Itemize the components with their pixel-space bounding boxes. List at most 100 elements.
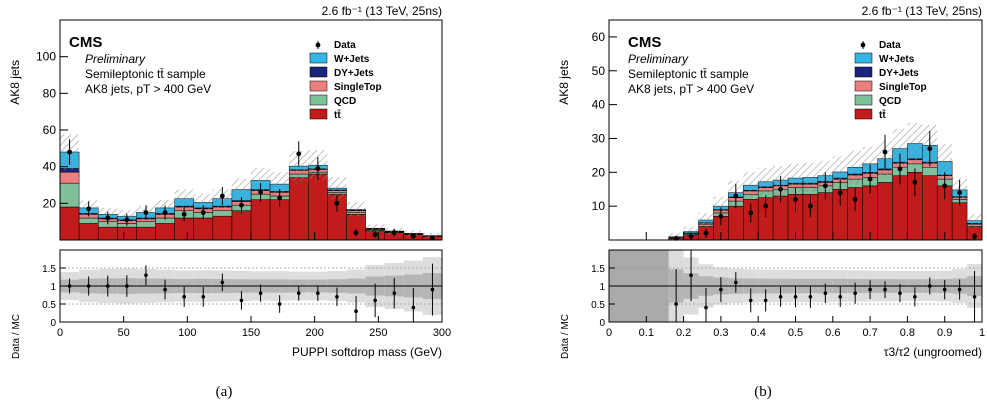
y-tick-label-a: 80 — [43, 86, 57, 100]
y-axis-label-b: AK8 jets — [557, 60, 571, 105]
uncertainty-bin-b — [683, 226, 699, 237]
bar-b — [922, 166, 938, 176]
legend-swatch-a — [309, 108, 328, 120]
uncertainty-bin-a — [346, 202, 366, 217]
ratio-y-label-b: Data / MC — [560, 314, 571, 359]
bar-a — [136, 221, 156, 228]
data-point-a — [67, 149, 72, 155]
bar-b — [892, 175, 908, 241]
data-points-b — [673, 131, 977, 241]
data-point-a — [162, 210, 168, 215]
ratio-y-tick-label-b: 1.5 — [591, 264, 605, 275]
data-point-b — [867, 176, 873, 182]
uncertainty-bin-a — [327, 176, 347, 200]
ratio-point-b — [704, 305, 708, 310]
legend-swatch-a — [309, 66, 328, 78]
data-point-a — [296, 151, 302, 157]
ratio-point-b — [972, 295, 977, 299]
ratio-y-label-a: Data / MC — [11, 314, 22, 359]
bar-b — [922, 175, 938, 241]
legend-label-b: DY+Jets — [879, 68, 919, 79]
x-tick-label-a: 150 — [242, 327, 260, 339]
bar-a — [136, 226, 156, 241]
ratio-point-a — [277, 302, 282, 306]
data-point-a — [124, 217, 130, 223]
data-point-a — [391, 230, 397, 236]
ratio-point-b — [898, 291, 902, 296]
bar-b — [817, 192, 834, 241]
uncertainty-bin-a — [193, 193, 213, 212]
x-tick-label-a: 200 — [305, 327, 323, 339]
legend-label-b: Data — [879, 40, 901, 51]
preliminary-label-a: Preliminary — [85, 52, 146, 66]
ratio-point-b — [674, 302, 678, 306]
uncertainty-bin-b — [698, 213, 714, 228]
legend-swatch-a — [309, 52, 328, 64]
x-axis-label-b: τ3/τ2 (ungroomed) — [884, 345, 982, 359]
legend-label-a: QCD — [334, 96, 356, 107]
ratio-point-a — [392, 291, 397, 296]
legend-b: Data W+Jets DY+Jets SingleTop QCD tt̄ — [854, 40, 927, 121]
y-tick-label-a: 20 — [43, 196, 57, 210]
legend-marker-b — [860, 42, 866, 48]
x-tick-label-b: 1 — [979, 327, 985, 339]
uncertainty-bin-b — [788, 163, 803, 193]
legend-marker-a — [315, 42, 321, 48]
bar-a — [78, 223, 99, 241]
uncertainty-bin-b — [937, 143, 953, 179]
ratio-y-tick-label-a: 0 — [50, 318, 56, 329]
uncertainty-bin-b — [862, 146, 878, 181]
data-point-a — [219, 193, 225, 199]
data-point-b — [852, 196, 858, 202]
legend-label-b: SingleTop — [879, 82, 927, 93]
data-point-b — [748, 210, 754, 216]
data-point-a — [181, 211, 187, 217]
ratio-point-a — [316, 291, 320, 296]
uncertainty-bin-b — [847, 150, 863, 184]
uncertainty-bin-b — [713, 196, 729, 216]
data-point-b — [778, 186, 783, 192]
bar-a — [212, 210, 233, 217]
lumi-label-b: 2.6 fb⁻¹ (13 TeV, 25ns) — [862, 4, 982, 18]
ratio-point-b — [719, 287, 723, 292]
data-point-a — [143, 210, 149, 215]
ratio-point-a — [163, 287, 167, 292]
ratio-point-b — [808, 295, 813, 299]
ratio-point-a — [220, 280, 225, 285]
data-point-a — [277, 195, 283, 201]
bar-a — [117, 226, 137, 241]
ratio-point-a — [430, 287, 435, 292]
ratio-point-a — [296, 291, 301, 296]
cms-label-b: CMS — [628, 34, 661, 51]
y-tick-label-a: 100 — [36, 50, 56, 64]
uncertainty-bin-a — [270, 172, 290, 196]
bar-a — [231, 210, 252, 241]
cut-label-a: AK8 jets, pT > 400 GeV — [85, 82, 211, 96]
data-point-a — [258, 189, 263, 195]
ratio-point-a — [239, 298, 244, 303]
ratio-point-b — [942, 287, 947, 292]
data-point-a — [410, 233, 416, 239]
data-point-b — [972, 234, 977, 240]
x-tick-label-b: 0.8 — [900, 327, 915, 339]
ratio-point-a — [373, 298, 377, 303]
y-tick-label-b: 50 — [592, 64, 606, 78]
uncertainty-bin-a — [365, 224, 385, 233]
uncertainty-bin-b — [758, 167, 774, 196]
bar-b — [728, 205, 744, 241]
x-tick-label-a: 300 — [433, 327, 451, 339]
data-point-b — [927, 146, 933, 152]
data-point-b — [942, 183, 948, 189]
x-tick-label-b: 0.5 — [788, 327, 803, 339]
bar-b — [951, 202, 968, 241]
x-tick-label-b: 0.1 — [639, 327, 654, 339]
legend-label-a: W+Jets — [334, 54, 370, 65]
uncertainty-bin-a — [403, 230, 423, 237]
bar-a — [155, 223, 175, 241]
legend-swatch-b — [854, 80, 873, 92]
legend-label-a: DY+Jets — [334, 68, 374, 79]
ratio-point-a — [67, 284, 72, 288]
bar-a — [59, 206, 80, 241]
bar-a — [212, 215, 233, 241]
